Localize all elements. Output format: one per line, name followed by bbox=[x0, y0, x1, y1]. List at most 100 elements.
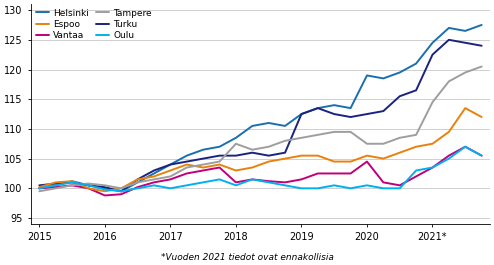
Oulu bbox=[429, 166, 435, 169]
Helsinki bbox=[446, 26, 452, 29]
Helsinki bbox=[315, 107, 321, 110]
Oulu bbox=[446, 157, 452, 160]
Espoo bbox=[184, 163, 190, 166]
Tampere bbox=[266, 145, 272, 148]
Tampere bbox=[184, 166, 190, 169]
Vantaa bbox=[37, 187, 42, 190]
Vantaa bbox=[69, 184, 75, 187]
Espoo bbox=[429, 142, 435, 145]
Tampere bbox=[315, 133, 321, 136]
Vantaa bbox=[380, 181, 386, 184]
Turku bbox=[167, 163, 173, 166]
Turku bbox=[37, 184, 42, 187]
Tampere bbox=[233, 142, 239, 145]
Espoo bbox=[266, 160, 272, 163]
Vantaa bbox=[118, 193, 124, 196]
Turku bbox=[364, 112, 370, 116]
Vantaa bbox=[429, 166, 435, 169]
Turku bbox=[429, 53, 435, 56]
Oulu bbox=[348, 187, 354, 190]
Espoo bbox=[413, 145, 419, 148]
Helsinki bbox=[429, 41, 435, 44]
Espoo bbox=[348, 160, 354, 163]
Helsinki bbox=[135, 181, 141, 184]
Oulu bbox=[266, 181, 272, 184]
Oulu bbox=[118, 190, 124, 193]
Helsinki bbox=[348, 107, 354, 110]
Oulu bbox=[184, 184, 190, 187]
Helsinki bbox=[200, 148, 206, 151]
Espoo bbox=[397, 151, 403, 154]
Espoo bbox=[118, 187, 124, 190]
Oulu bbox=[53, 184, 59, 187]
Turku bbox=[233, 154, 239, 157]
Turku bbox=[53, 182, 59, 185]
Vantaa bbox=[315, 172, 321, 175]
Espoo bbox=[282, 157, 288, 160]
Tampere bbox=[446, 80, 452, 83]
Vantaa bbox=[135, 186, 141, 189]
Turku bbox=[184, 160, 190, 163]
Tampere bbox=[216, 160, 222, 163]
Espoo bbox=[200, 166, 206, 169]
Helsinki bbox=[167, 163, 173, 166]
Oulu bbox=[380, 187, 386, 190]
Helsinki bbox=[380, 77, 386, 80]
Espoo bbox=[364, 154, 370, 157]
Helsinki bbox=[216, 145, 222, 148]
Helsinki bbox=[37, 187, 42, 190]
Espoo bbox=[446, 130, 452, 134]
Vantaa bbox=[446, 154, 452, 157]
Vantaa bbox=[151, 181, 157, 184]
Oulu bbox=[397, 187, 403, 190]
Line: Oulu: Oulu bbox=[40, 147, 482, 191]
Vantaa bbox=[397, 184, 403, 187]
Tampere bbox=[429, 101, 435, 104]
Turku bbox=[151, 169, 157, 172]
Tampere bbox=[380, 142, 386, 145]
Oulu bbox=[331, 184, 337, 187]
Turku bbox=[397, 95, 403, 98]
Oulu bbox=[216, 178, 222, 181]
Oulu bbox=[151, 184, 157, 187]
Turku bbox=[249, 151, 255, 154]
Espoo bbox=[249, 166, 255, 169]
Helsinki bbox=[364, 74, 370, 77]
Oulu bbox=[462, 145, 468, 148]
Helsinki bbox=[151, 172, 157, 175]
Oulu bbox=[233, 184, 239, 187]
Espoo bbox=[298, 154, 304, 157]
Tampere bbox=[69, 184, 75, 187]
Helsinki bbox=[233, 136, 239, 139]
Turku bbox=[85, 184, 91, 187]
Turku bbox=[135, 178, 141, 181]
Helsinki bbox=[331, 104, 337, 107]
Espoo bbox=[216, 163, 222, 166]
Oulu bbox=[37, 187, 42, 190]
Espoo bbox=[233, 169, 239, 172]
Line: Turku: Turku bbox=[40, 40, 482, 191]
Line: Vantaa: Vantaa bbox=[40, 147, 482, 196]
Helsinki bbox=[298, 112, 304, 116]
Turku bbox=[348, 116, 354, 119]
Helsinki bbox=[266, 121, 272, 125]
Tampere bbox=[37, 190, 42, 193]
Tampere bbox=[462, 71, 468, 74]
Turku bbox=[266, 154, 272, 157]
Vantaa bbox=[282, 181, 288, 184]
Helsinki bbox=[53, 184, 59, 187]
Tampere bbox=[348, 130, 354, 134]
Oulu bbox=[69, 181, 75, 184]
Vantaa bbox=[53, 186, 59, 189]
Tampere bbox=[53, 187, 59, 190]
Tampere bbox=[364, 142, 370, 145]
Espoo bbox=[462, 107, 468, 110]
Espoo bbox=[331, 160, 337, 163]
Turku bbox=[298, 112, 304, 116]
Vantaa bbox=[266, 180, 272, 183]
Vantaa bbox=[348, 172, 354, 175]
Turku bbox=[216, 154, 222, 157]
Oulu bbox=[298, 187, 304, 190]
Vantaa bbox=[479, 154, 485, 157]
Vantaa bbox=[85, 187, 91, 190]
